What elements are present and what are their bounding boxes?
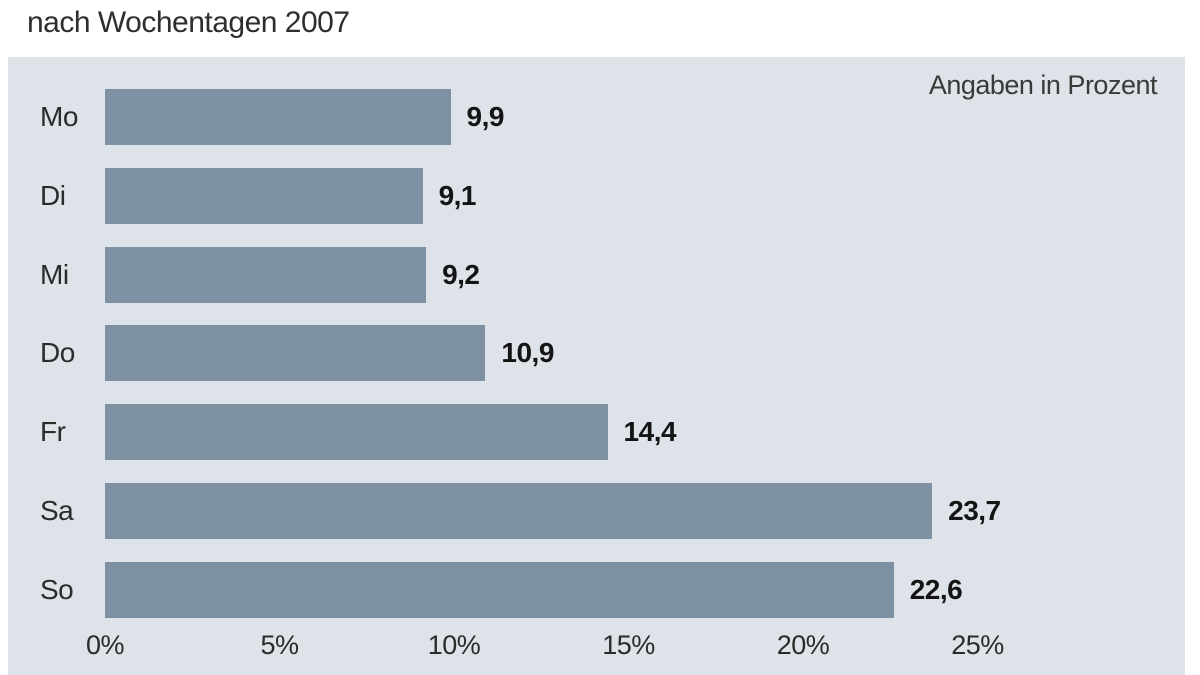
bar-row-do: Do 10,9 (8, 325, 1185, 382)
x-tick-label: 0% (85, 630, 125, 660)
value-label: 22,6 (909, 573, 963, 605)
bar (105, 89, 451, 145)
chart-title: nach Wochentagen 2007 (27, 6, 350, 39)
bar-row-di: Di 9,1 (8, 167, 1185, 224)
unit-note: Angaben in Prozent (928, 70, 1158, 100)
value-label: 9,1 (438, 179, 477, 211)
value-label: 9,9 (466, 101, 505, 132)
value-label: 14,4 (623, 416, 677, 448)
bar-row-fr: Fr 14,4 (8, 404, 1185, 461)
chart-panel: Angaben in Prozent Mo 9,9 Di 9,1 Mi 9,2 Do 10,9… (8, 57, 1185, 675)
category-label: Do (40, 337, 75, 369)
value-label: 9,2 (442, 258, 480, 290)
bar-row-mo: Mo 9,9 (8, 89, 1185, 145)
bar-row-sa: Sa 23,7 (8, 483, 1185, 539)
category-label: Mo (40, 101, 78, 132)
bar (105, 483, 933, 539)
bar-row-so: So 22,6 (8, 561, 1185, 618)
x-tick-label: 15% (602, 630, 655, 660)
value-label: 23,7 (948, 495, 1001, 526)
category-label: Mi (40, 258, 69, 290)
x-tick-label: 25% (951, 630, 1004, 660)
x-tick-label: 5% (260, 630, 299, 660)
bar-row-mi: Mi 9,2 (8, 246, 1185, 303)
category-label: Di (40, 179, 66, 211)
x-tick-label: 10% (427, 630, 481, 660)
category-label: So (40, 573, 74, 605)
x-tick-label: 20% (776, 630, 830, 660)
bar (105, 404, 608, 461)
category-label: Sa (40, 495, 74, 526)
bar (105, 246, 427, 303)
bar (105, 561, 894, 618)
category-label: Fr (40, 416, 66, 448)
bar (105, 167, 423, 224)
value-label: 10,9 (501, 337, 554, 369)
bar (105, 325, 486, 382)
